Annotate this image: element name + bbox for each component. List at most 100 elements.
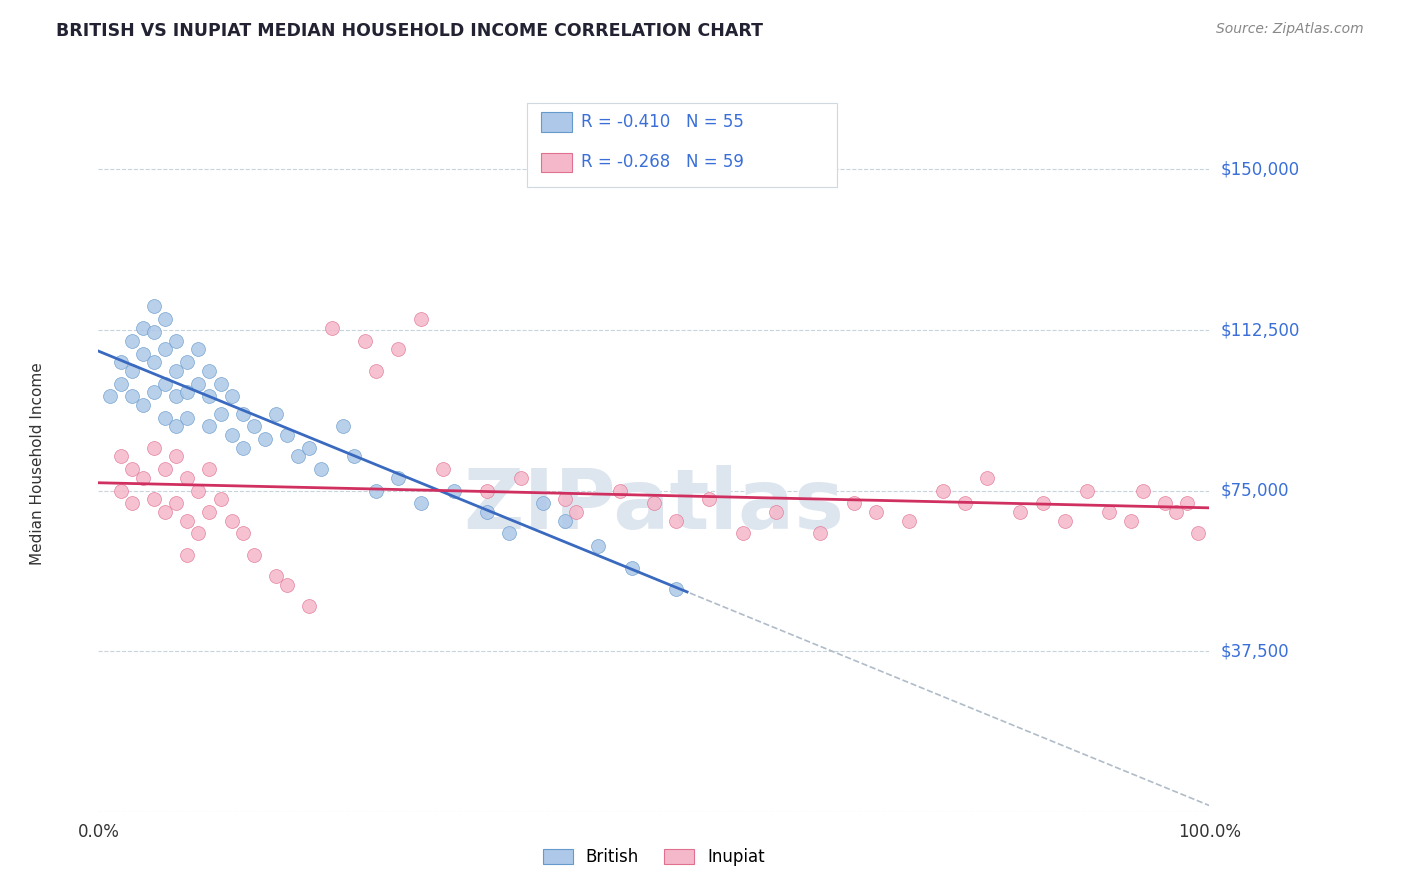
Point	[165, 419, 187, 434]
Point	[187, 483, 209, 498]
Point	[1098, 505, 1121, 519]
Point	[209, 492, 232, 507]
Point	[531, 496, 554, 510]
Text: Source: ZipAtlas.com: Source: ZipAtlas.com	[1216, 22, 1364, 37]
Point	[1153, 496, 1175, 510]
Point	[264, 407, 287, 421]
Text: R = -0.410   N = 55: R = -0.410 N = 55	[581, 113, 744, 131]
Point	[187, 343, 209, 357]
Point	[498, 526, 520, 541]
Point	[898, 514, 921, 528]
Point	[298, 441, 321, 455]
Point	[765, 505, 787, 519]
Point	[643, 496, 665, 510]
Point	[176, 355, 198, 369]
Point	[187, 376, 209, 391]
Text: $112,500: $112,500	[1220, 321, 1299, 339]
Point	[143, 385, 166, 400]
Point	[153, 376, 176, 391]
Point	[176, 385, 198, 400]
Point	[409, 496, 432, 510]
Legend: British, Inupiat: British, Inupiat	[536, 842, 772, 873]
Point	[264, 569, 287, 583]
Point	[198, 462, 221, 476]
Point	[110, 483, 132, 498]
Point	[121, 389, 143, 403]
Point	[132, 398, 155, 412]
Text: $75,000: $75,000	[1220, 482, 1289, 500]
Point	[443, 483, 465, 498]
Text: $150,000: $150,000	[1220, 161, 1299, 178]
Point	[287, 450, 309, 464]
Point	[143, 355, 166, 369]
Point	[221, 389, 243, 403]
Point	[110, 450, 132, 464]
Point	[1132, 483, 1154, 498]
Point	[620, 560, 643, 574]
Point	[366, 364, 388, 378]
Point	[143, 325, 166, 339]
Point	[165, 334, 187, 348]
Point	[432, 462, 454, 476]
Point	[699, 492, 721, 507]
Point	[153, 343, 176, 357]
Point	[554, 514, 576, 528]
Point	[475, 505, 498, 519]
Text: BRITISH VS INUPIAT MEDIAN HOUSEHOLD INCOME CORRELATION CHART: BRITISH VS INUPIAT MEDIAN HOUSEHOLD INCO…	[56, 22, 763, 40]
Point	[121, 334, 143, 348]
Point	[198, 505, 221, 519]
Point	[165, 450, 187, 464]
Point	[121, 364, 143, 378]
Point	[509, 471, 531, 485]
Point	[1121, 514, 1143, 528]
Text: Median Household Income: Median Household Income	[30, 362, 45, 566]
Point	[387, 343, 409, 357]
Point	[1175, 496, 1198, 510]
Point	[121, 496, 143, 510]
Point	[1076, 483, 1098, 498]
Point	[731, 526, 754, 541]
Point	[98, 389, 121, 403]
Point	[343, 450, 366, 464]
Point	[132, 321, 155, 335]
Point	[153, 410, 176, 425]
Point	[931, 483, 953, 498]
Point	[409, 312, 432, 326]
Point	[387, 471, 409, 485]
Point	[253, 432, 276, 446]
Point	[976, 471, 998, 485]
Point	[198, 419, 221, 434]
Point	[665, 582, 688, 596]
Point	[110, 376, 132, 391]
Point	[187, 526, 209, 541]
Point	[554, 492, 576, 507]
Point	[366, 483, 388, 498]
Point	[865, 505, 887, 519]
Point	[475, 483, 498, 498]
Point	[298, 599, 321, 614]
Point	[209, 407, 232, 421]
Point	[143, 492, 166, 507]
Point	[243, 548, 266, 562]
Point	[354, 334, 377, 348]
Point	[153, 505, 176, 519]
Point	[132, 471, 155, 485]
Point	[232, 526, 254, 541]
Point	[953, 496, 976, 510]
Point	[176, 410, 198, 425]
Point	[221, 428, 243, 442]
Point	[588, 539, 610, 553]
Point	[165, 389, 187, 403]
Point	[176, 514, 198, 528]
Point	[842, 496, 865, 510]
Point	[321, 321, 343, 335]
Point	[143, 441, 166, 455]
Point	[810, 526, 832, 541]
Point	[198, 389, 221, 403]
Point	[232, 441, 254, 455]
Point	[1164, 505, 1187, 519]
Point	[176, 471, 198, 485]
Point	[176, 548, 198, 562]
Text: ZIPatlas: ZIPatlas	[464, 465, 844, 546]
Point	[609, 483, 631, 498]
